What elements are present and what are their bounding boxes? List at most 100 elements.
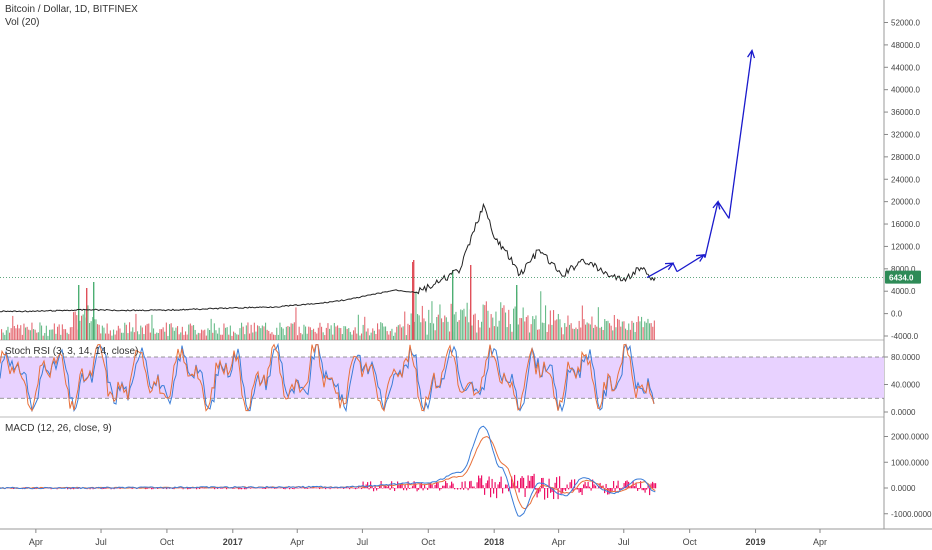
macd-hist-bar — [188, 488, 190, 490]
macd-hist-bar — [379, 485, 381, 489]
volume-bar — [29, 330, 31, 340]
macd-hist-bar — [289, 488, 291, 490]
volume-bar — [361, 333, 363, 340]
volume-spike — [452, 270, 454, 340]
volume-bar — [597, 307, 599, 340]
x-tick-label: Apr — [290, 537, 304, 547]
volume-bar — [140, 325, 142, 340]
volume-bar — [599, 327, 601, 340]
volume-bar — [95, 319, 97, 340]
volume-bar — [449, 331, 451, 340]
macd-hist-bar — [461, 481, 463, 489]
volume-bar — [495, 311, 497, 340]
volume-bar — [1, 329, 3, 340]
volume-bar — [63, 329, 65, 340]
macd-hist-bar — [655, 483, 657, 489]
macd-hist-bar — [532, 476, 534, 489]
volume-bar — [605, 321, 607, 340]
macd-hist-bar — [304, 488, 306, 489]
macd-hist-bar — [496, 488, 498, 499]
macd-hist-bar — [638, 488, 640, 490]
volume-bar — [234, 332, 236, 340]
macd-hist-bar — [371, 486, 373, 489]
volume-bar — [497, 326, 499, 340]
macd-hist-bar — [569, 482, 571, 489]
volume-bar — [567, 315, 569, 340]
volume-bar — [165, 322, 167, 340]
macd-hist-bar — [313, 487, 315, 489]
macd-y-tick-label: 1000.0000 — [891, 458, 929, 467]
volume-bar — [89, 323, 91, 340]
volume-bar — [151, 314, 153, 340]
volume-bar — [143, 334, 145, 340]
macd-hist-bar — [250, 488, 252, 489]
macd-hist-bar — [646, 488, 648, 490]
volume-bar — [417, 314, 419, 340]
volume-bar — [589, 324, 591, 340]
volume-bar — [324, 335, 326, 340]
volume-bar — [428, 309, 430, 340]
volume-bar — [508, 309, 510, 340]
macd-hist-bar — [77, 488, 79, 489]
macd-hist-bar — [419, 483, 421, 489]
y-tick-label: 28000.0 — [891, 153, 920, 162]
macd-hist-bar — [391, 481, 393, 489]
y-tick-label: 32000.0 — [891, 130, 920, 139]
y-tick-label: 12000.0 — [891, 242, 920, 251]
volume-bar — [281, 327, 283, 340]
macd-hist-bar — [572, 488, 574, 492]
volume-bar — [484, 305, 486, 340]
volume-bar — [506, 327, 508, 340]
projection-arrow-head — [747, 49, 756, 59]
x-tick-label: 2019 — [746, 537, 766, 547]
macd-y-tick-label: -1000.0000 — [891, 510, 932, 519]
volume-bar — [468, 322, 470, 340]
volume-bar — [407, 323, 409, 340]
volume-bar — [213, 323, 215, 340]
volume-bar — [231, 335, 233, 340]
macd-hist-bar — [506, 484, 508, 489]
macd-hist-bar — [295, 487, 297, 489]
volume-bar — [634, 331, 636, 340]
macd-hist-bar — [233, 488, 235, 489]
volume-bar — [335, 326, 337, 340]
macd-hist-bar — [325, 488, 327, 490]
volume-bar — [474, 313, 476, 340]
volume-bar — [345, 326, 347, 340]
x-tick-label: Apr — [29, 537, 43, 547]
macd-hist-bar — [625, 481, 627, 489]
volume-bar — [585, 324, 587, 340]
macd-hist-bar — [119, 488, 121, 490]
volume-bar — [340, 328, 342, 340]
macd-hist-bar — [523, 477, 525, 489]
volume-bar — [369, 335, 371, 340]
volume-bar — [305, 326, 307, 340]
macd-hist-bar — [467, 488, 469, 491]
volume-bar — [405, 335, 407, 340]
macd-hist-bar — [418, 488, 420, 490]
y-tick-label: 36000.0 — [891, 108, 920, 117]
volume-bar — [26, 326, 28, 340]
macd-hist-bar — [424, 484, 426, 489]
macd-hist-bar — [443, 485, 445, 489]
macd-hist-bar — [238, 488, 240, 490]
volume-bar — [463, 308, 465, 340]
volume-bar — [268, 330, 270, 340]
macd-hist-bar — [223, 487, 225, 489]
macd-hist-bar — [326, 487, 328, 489]
volume-bar — [425, 321, 427, 340]
volume-bar — [420, 322, 422, 340]
volume-bar — [228, 334, 230, 340]
macd-hist-bar — [101, 488, 103, 490]
volume-bar — [348, 328, 350, 340]
volume-bar — [645, 322, 647, 340]
volume-bar — [314, 331, 316, 340]
macd-hist-bar — [608, 488, 610, 495]
volume-bar — [455, 311, 457, 340]
macd-hist-bar — [358, 487, 360, 489]
volume-bar — [357, 314, 359, 340]
volume-bar — [49, 329, 51, 340]
macd-hist-bar — [434, 484, 436, 489]
volume-bar — [377, 323, 379, 340]
macd-hist-bar — [449, 485, 451, 489]
